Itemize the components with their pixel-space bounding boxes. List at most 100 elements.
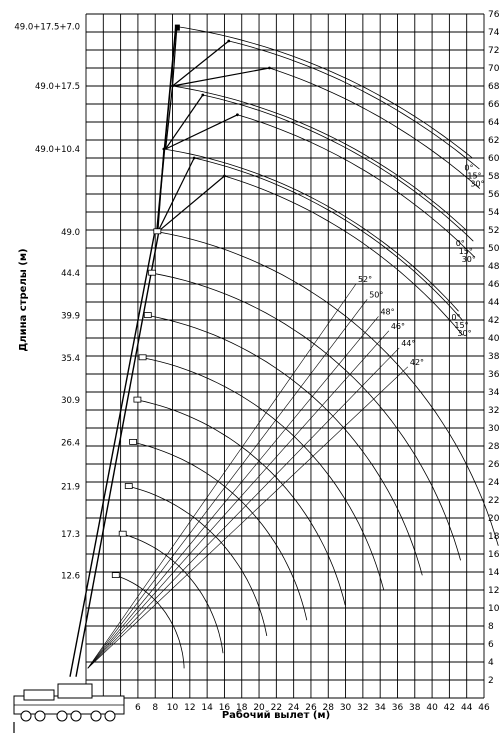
lattice-jib <box>156 26 177 232</box>
x-tick-label: 8 <box>152 703 158 713</box>
y-tick-label: 68 <box>488 82 500 92</box>
x-tick-label: 22 <box>271 703 282 713</box>
y-tick-label: 34 <box>488 388 500 398</box>
crane-truck <box>13 683 125 733</box>
x-tick-label: 38 <box>409 703 421 713</box>
boom-tip-arc <box>129 486 268 636</box>
jib-angle-label: 30° <box>470 180 484 189</box>
jib-angle-label: 0° <box>451 313 460 322</box>
y-tick-label: 4 <box>488 658 494 668</box>
boom-tip-arc <box>148 315 423 576</box>
jib-angle-label: 15° <box>459 247 473 256</box>
x-tick-label: 14 <box>201 703 213 713</box>
boom-angle-label: 44° <box>401 339 415 348</box>
y-tick-label: 60 <box>488 154 500 164</box>
y-tick-label: 40 <box>488 334 500 344</box>
y-tick-label: 14 <box>488 568 500 578</box>
x-tick-label: 44 <box>461 703 473 713</box>
boom-angle-label: 42° <box>410 358 424 367</box>
y-tick-label: 2 <box>488 676 494 686</box>
jib-line <box>157 157 195 233</box>
boom-length-label: 49.0+17.5+7.0 <box>14 23 80 33</box>
jib-head <box>174 24 180 31</box>
boom-length-label: 44.4 <box>61 269 80 279</box>
x-tick-label: 20 <box>253 703 265 713</box>
boom-section-head <box>138 354 147 361</box>
y-axis-title: Длина стрелы (м) <box>18 248 29 351</box>
boom-length-label: 49.0+17.5 <box>35 82 80 92</box>
jib-tip-arc <box>163 148 459 312</box>
y-tick-label: 28 <box>488 442 500 452</box>
y-tick-label: 58 <box>488 172 500 182</box>
angle-ray <box>87 330 390 669</box>
y-tick-label: 74 <box>488 28 500 38</box>
y-tick-label: 70 <box>488 64 500 74</box>
jib-tip-point <box>223 174 226 178</box>
jib-tip-arc <box>237 114 475 258</box>
boom-length-label: 30.9 <box>61 396 80 406</box>
y-tick-label: 62 <box>488 136 499 146</box>
boom-inner-edge <box>75 231 160 677</box>
boom-tip-arc <box>123 533 224 654</box>
boom-length-label: 35.4 <box>61 354 80 364</box>
jib-line <box>157 175 225 233</box>
wheel <box>56 710 68 722</box>
boom-angle-label: 50° <box>369 290 383 299</box>
jib-configurations <box>157 25 481 336</box>
y-tick-label: 42 <box>488 316 499 326</box>
y-tick-label: 8 <box>488 622 494 632</box>
x-tick-label: 46 <box>478 703 490 713</box>
y-tick-label: 18 <box>488 532 500 542</box>
x-tick-label: 36 <box>392 703 404 713</box>
boom-length-label: 49.0 <box>61 228 80 238</box>
x-tick-label: 24 <box>288 703 300 713</box>
jib-line <box>165 114 238 150</box>
angle-ray <box>87 347 400 669</box>
y-tick-label: 54 <box>488 208 500 218</box>
boom-tip-arc <box>157 231 499 546</box>
y-tick-label: 48 <box>488 262 500 272</box>
y-tick-label: 66 <box>488 100 500 110</box>
y-tick-label: 32 <box>488 406 499 416</box>
y-tick-label: 26 <box>488 460 500 470</box>
wheel <box>34 710 46 722</box>
boom-tip-arc <box>143 357 385 591</box>
boom-length-labels: 12.6 17.3 21.9 26.4 30.9 35.4 39.9 44.4 49.0 49.0… <box>14 23 80 582</box>
boom-section-head <box>148 269 157 276</box>
y-tick-label: 64 <box>488 118 500 128</box>
x-tick-label: 32 <box>357 703 368 713</box>
x-axis-title: Рабочий вылет (м) <box>222 709 330 721</box>
y-tick-label: 44 <box>488 298 500 308</box>
x-tick-label: 42 <box>444 703 455 713</box>
boom-length-label: 26.4 <box>61 438 80 448</box>
y-tick-label: 10 <box>488 604 500 614</box>
angle-ray <box>87 299 368 669</box>
y-tick-label: 36 <box>488 370 500 380</box>
angle-ray <box>87 366 409 669</box>
jib-tip-arc <box>172 85 468 232</box>
jib-line <box>172 67 270 87</box>
jib-tip-arc <box>202 94 474 242</box>
jib-tip-point <box>268 66 271 70</box>
y-tick-label: 76 <box>488 10 500 20</box>
y-tick-label: 30 <box>488 424 500 434</box>
wheel <box>20 710 32 722</box>
jib-angle-labels: 0°15°30°0°15°30°0°15°30° <box>451 164 484 338</box>
boom-length-label: 39.9 <box>61 312 80 322</box>
y-tick-label: 16 <box>488 550 500 560</box>
boom-angle-label: 46° <box>391 322 405 331</box>
boom-length-label: 17.3 <box>61 530 80 540</box>
jib-line <box>171 26 178 87</box>
jib-angle-label: 0° <box>456 239 465 248</box>
crane-boom <box>69 24 180 677</box>
boom-tip-arc <box>133 442 308 621</box>
crane-turret <box>57 683 93 699</box>
jib-angle-label: 30° <box>462 255 476 264</box>
jib-tip-point <box>201 93 205 97</box>
jib-tip-arc <box>224 175 464 336</box>
y-tick-label: 24 <box>488 478 500 488</box>
jib-angle-label: 15° <box>454 321 468 330</box>
boom-section-head <box>153 228 162 235</box>
x-tick-label: 6 <box>135 703 141 713</box>
